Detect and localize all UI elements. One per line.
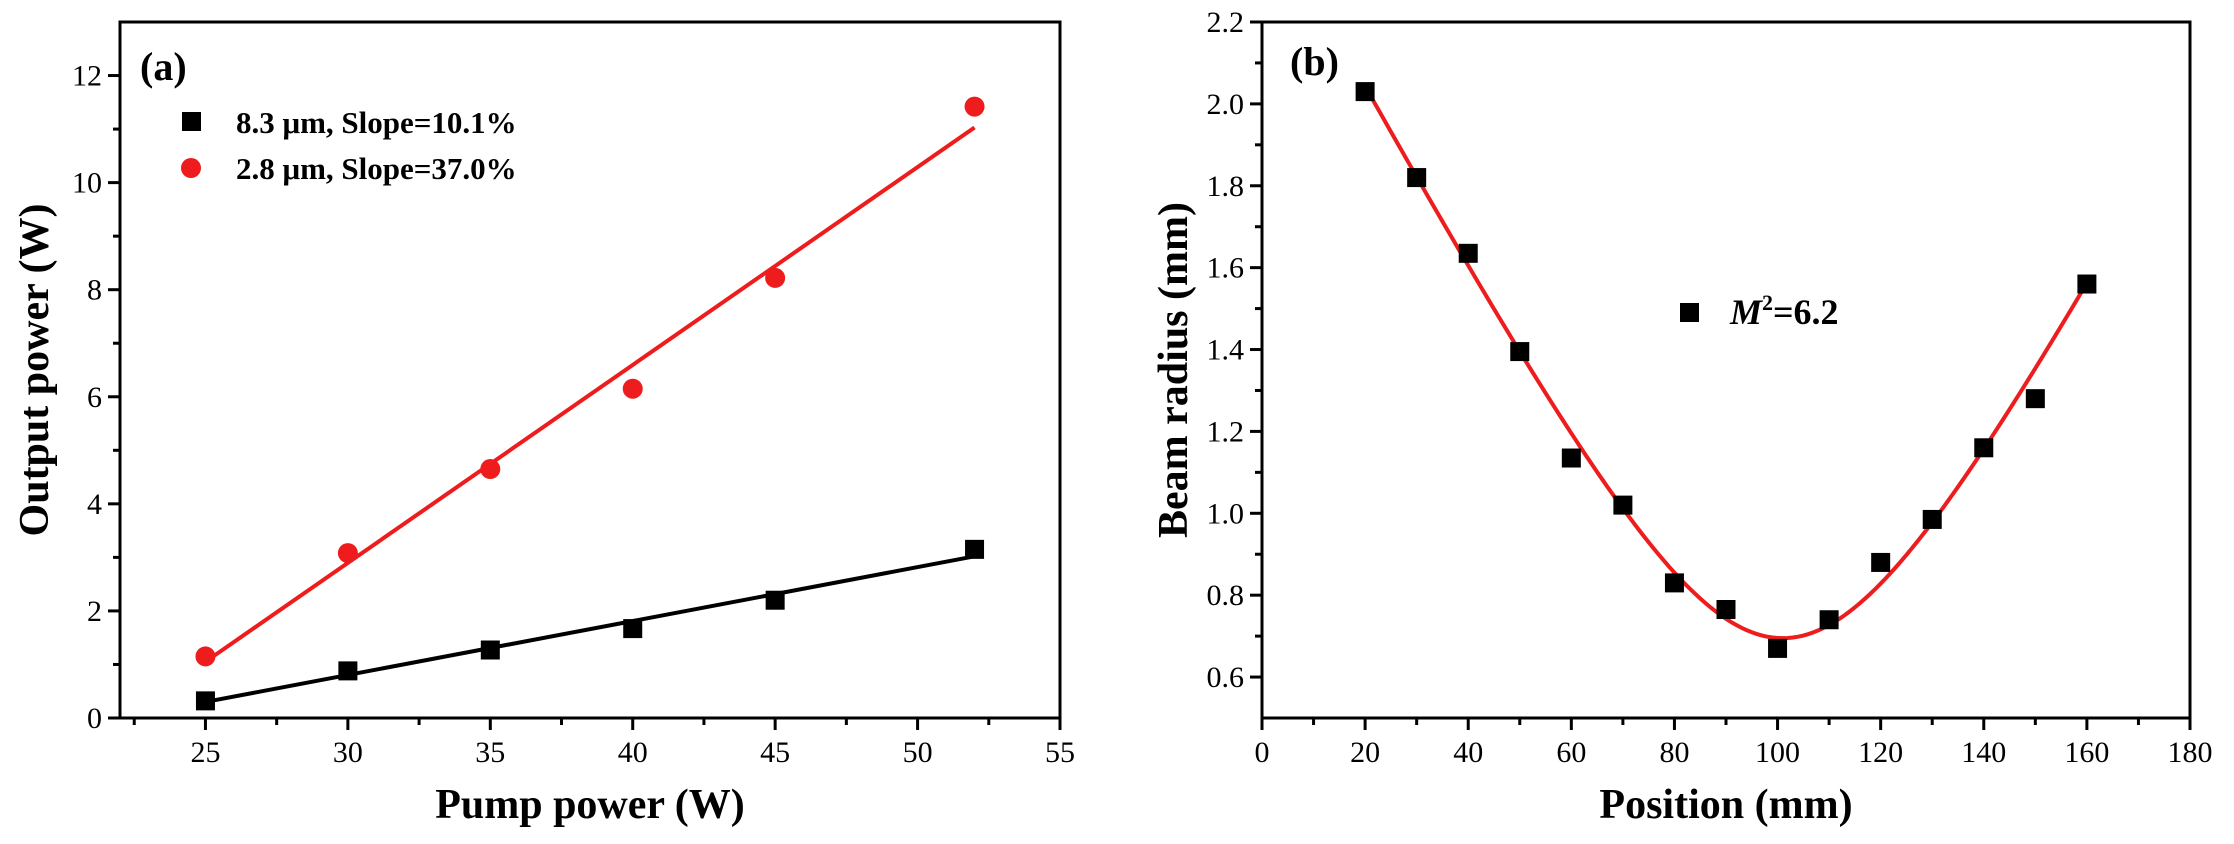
beam-radius-data-point <box>1664 573 1684 593</box>
panel-a-fit-lines <box>204 125 976 704</box>
panel-a-y-tick-label: 8 <box>87 274 102 307</box>
panel-b-legend: M2=6.2 <box>1680 290 1839 332</box>
series-2-8um-data-point <box>765 267 786 288</box>
legend-marker-8-3um <box>182 112 201 131</box>
beam-radius-data-point <box>1716 600 1736 620</box>
beam-radius-data-point <box>1819 610 1839 630</box>
panel-a-output-power-chart: 25 30 35 40 45 50 55 0 2 4 6 8 10 12 (a) 8.3 μm, Slop… <box>12 20 1075 828</box>
panel-b-x-tick-label: 20 <box>1350 736 1380 769</box>
panel-a-x-tick-label: 25 <box>190 736 220 769</box>
beam-radius-data-point <box>1407 168 1427 188</box>
panel-a-x-tick-label: 45 <box>760 736 790 769</box>
panel-b-label: (b) <box>1290 39 1339 84</box>
panel-b-fit-curve <box>1363 85 2089 641</box>
panel-b-x-tick-label: 100 <box>1755 736 1800 769</box>
panel-a-legend: 8.3 μm, Slope=10.1% 2.8 μm, Slope=37.0% <box>181 105 517 186</box>
series-2-8um-data-point <box>195 646 216 667</box>
panel-a-y-tick-label: 0 <box>87 702 102 735</box>
series-8-3um-data-point <box>195 691 215 711</box>
beam-radius-data-point <box>1458 243 1478 263</box>
panel-b-y-tick-label: 1.8 <box>1207 170 1245 203</box>
panel-a-x-tick-label: 55 <box>1045 736 1075 769</box>
panel-b-x-tick-label: 60 <box>1556 736 1586 769</box>
beam-radius-data-point <box>1613 495 1633 515</box>
panel-b-ticks: 0 20 40 60 80 100 120 140 160 180 0.6 0.8 1.0 1.2 1.4 1… <box>1207 6 2213 769</box>
panel-b-x-tick-label: 0 <box>1255 736 1270 769</box>
panel-a-y-tick-label: 10 <box>72 167 102 200</box>
beam-radius-data-point <box>2025 389 2045 409</box>
beam-radius-data-point <box>1510 342 1530 362</box>
panel-a-y-tick-label: 12 <box>72 60 102 93</box>
panel-a-x-tick-label: 35 <box>475 736 505 769</box>
beam-radius-fit-curve <box>1363 85 2089 641</box>
panel-b-y-tick-label: 1.2 <box>1207 415 1245 448</box>
panel-a-plot-frame <box>118 20 1062 720</box>
panel-a-data-points <box>195 96 985 711</box>
legend-marker-2-8um <box>181 158 201 178</box>
panel-a-ticks: 25 30 35 40 45 50 55 0 2 4 6 8 10 12 <box>72 60 1075 769</box>
series-2-8um-data-point <box>964 96 985 117</box>
panel-b-x-tick-label: 120 <box>1858 736 1903 769</box>
panel-a-x-axis-title: Pump power (W) <box>435 782 745 828</box>
m-squared-annotation: M2=6.2 <box>1729 290 1839 332</box>
panel-b-data-points <box>1355 82 2097 658</box>
series-8-3um-data-point <box>623 619 643 639</box>
panel-b-beam-radius-chart: 0 20 40 60 80 100 120 140 160 180 0.6 0.8 1.0 1.2 1.4 1… <box>1151 6 2213 828</box>
panel-b-x-tick-label: 140 <box>1961 736 2006 769</box>
beam-radius-data-point <box>1974 438 1994 458</box>
beam-radius-data-point <box>1355 82 1375 102</box>
panel-b-x-tick-label: 160 <box>2064 736 2109 769</box>
panel-b-y-tick-label: 1.0 <box>1207 497 1245 530</box>
panel-b-y-axis-title: Beam radius (mm) <box>1151 202 1197 538</box>
panel-a-x-tick-label: 30 <box>333 736 363 769</box>
panel-b-x-tick-label: 80 <box>1659 736 1689 769</box>
panel-b-y-tick-label: 1.4 <box>1207 334 1245 367</box>
beam-radius-data-point <box>1561 448 1581 468</box>
panel-b-x-axis-title: Position (mm) <box>1599 782 1852 828</box>
series-2-8um-data-point <box>622 378 643 399</box>
legend-label-2-8um: 2.8 μm, Slope=37.0% <box>236 151 517 186</box>
series-8-3um-data-point <box>765 590 785 610</box>
fit-line-8-3um <box>205 554 975 704</box>
beam-radius-data-point <box>1922 509 1942 529</box>
beam-radius-data-point <box>1768 638 1788 658</box>
panel-b-x-tick-label: 180 <box>2168 736 2213 769</box>
series-2-8um-data-point <box>337 543 358 564</box>
beam-radius-data-point <box>2077 274 2097 294</box>
panel-a-x-tick-label: 50 <box>903 736 933 769</box>
panel-a-y-tick-label: 2 <box>87 595 102 628</box>
fit-line-2-8um <box>204 125 976 664</box>
panel-b-y-tick-label: 2.2 <box>1207 6 1245 39</box>
series-8-3um-data-point <box>480 640 500 660</box>
panel-b-x-tick-label: 40 <box>1453 736 1483 769</box>
beam-radius-data-point <box>1871 552 1891 572</box>
legend-marker-measured <box>1680 303 1699 322</box>
panel-a-y-axis-title: Output power (W) <box>12 204 58 537</box>
series-8-3um-data-point <box>965 539 985 559</box>
panel-a-label: (a) <box>140 44 187 89</box>
panel-b-y-tick-label: 0.6 <box>1207 661 1245 694</box>
series-8-3um-data-point <box>338 661 358 681</box>
panel-b-y-tick-label: 0.8 <box>1207 579 1245 612</box>
panel-b-y-tick-label: 2.0 <box>1207 88 1245 121</box>
panel-a-x-tick-label: 40 <box>618 736 648 769</box>
panel-a-y-tick-label: 4 <box>87 488 102 521</box>
series-2-8um-data-point <box>480 459 501 480</box>
legend-label-8-3um: 8.3 μm, Slope=10.1% <box>236 105 517 140</box>
panel-a-y-tick-label: 6 <box>87 381 102 414</box>
panel-b-y-tick-label: 1.6 <box>1207 252 1245 285</box>
